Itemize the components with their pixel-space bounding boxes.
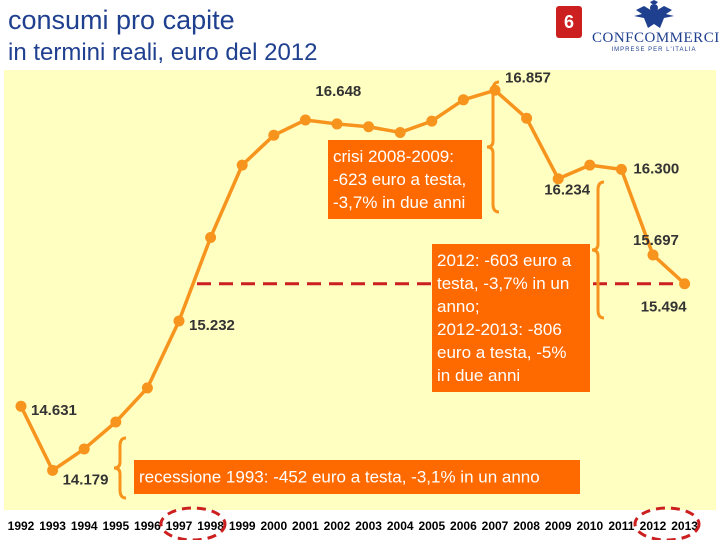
data-point-2006: [457, 94, 469, 106]
data-point-2004: [394, 126, 406, 138]
data-point-1997: [173, 315, 185, 327]
data-point-1998: [205, 231, 217, 243]
eagle-icon: [634, 0, 674, 28]
page-title: consumi pro capite: [8, 5, 235, 35]
page-number-badge: 6: [556, 6, 582, 38]
data-label-2009: 16.234: [544, 182, 591, 199]
data-point-2009: [552, 173, 564, 185]
data-point-1994: [78, 443, 90, 455]
data-label-2001: 16.648: [315, 83, 361, 100]
annotation-recent-box: [432, 244, 590, 392]
x-tick-label-2003: 2003: [355, 519, 382, 533]
x-tick-label-1995: 1995: [102, 519, 129, 533]
annotation-recent-line-3: 2012-2013: -806: [437, 320, 562, 339]
data-point-2012: [647, 249, 659, 261]
x-tick-label-2008: 2008: [513, 519, 540, 533]
x-tick-label-1997: 1997: [166, 519, 193, 533]
logo-wordmark: CONFCOMMERCIO: [592, 30, 720, 46]
x-tick-label-2001: 2001: [292, 519, 319, 533]
annotation-recessione-box: [134, 460, 580, 494]
plot-area: [4, 70, 716, 510]
brace-recessione: [113, 436, 127, 500]
x-tick-label-2012: 2012: [640, 519, 667, 533]
x-tick-label-2011: 2011: [608, 519, 634, 533]
brace-recent: [591, 180, 605, 320]
data-point-2010: [584, 159, 596, 171]
x-tick-label-1992: 1992: [8, 519, 35, 533]
x-tick-label-1998: 1998: [197, 519, 224, 533]
annotation-crisi-line-1: -623 euro a testa,: [333, 170, 466, 189]
x-tick-label-2007: 2007: [482, 519, 509, 533]
x-tick-label-2002: 2002: [324, 519, 351, 533]
page-subtitle: in termini reali, euro del 2012: [8, 39, 318, 66]
data-point-2011: [615, 163, 627, 175]
series-line: [19, 88, 686, 473]
data-label-1997: 15.232: [189, 317, 235, 334]
data-point-2003: [363, 121, 375, 133]
annotation-recent-line-0: 2012: -603 euro a: [437, 251, 572, 270]
confcommercio-logo: CONFCOMMERCIO IMPRESE PER L'ITALIA: [592, 0, 720, 56]
x-tick-label-2005: 2005: [418, 519, 445, 533]
x-tick-label-2009: 2009: [545, 519, 572, 533]
data-label-2007: 16.857: [505, 69, 551, 86]
x-tick-label-2010: 2010: [576, 519, 603, 533]
x-tick-label-2013: 2013: [671, 519, 698, 533]
x-tick-label-2006: 2006: [450, 519, 477, 533]
data-point-2000: [268, 129, 280, 141]
data-label-1993: 14.179: [63, 471, 109, 488]
annotation-recent-line-5: in due anni: [437, 366, 520, 385]
data-point-2001: [299, 114, 311, 126]
data-label-2013: 15.494: [641, 299, 688, 316]
x-tick-label-2004: 2004: [387, 519, 414, 533]
data-point-1995: [110, 416, 122, 428]
data-point-1999: [236, 159, 248, 171]
data-label-2012: 15.697: [633, 232, 679, 249]
data-label-2011: 16.300: [633, 160, 679, 177]
highlight-circle-2012: [633, 506, 701, 540]
data-point-1993: [47, 464, 59, 476]
annotation-crisi-line-0: crisi 2008-2009:: [333, 147, 454, 166]
annotation-recent-line-2: anno;: [437, 297, 480, 316]
data-point-2007: [489, 84, 501, 96]
brace-crisi: [486, 80, 500, 214]
x-tick-label-1999: 1999: [229, 519, 256, 533]
annotation-recessione-line-0: recessione 1993: -452 euro a testa, -3,1…: [139, 467, 540, 486]
data-label-1992: 14.631: [31, 402, 77, 419]
x-tick-label-1994: 1994: [71, 519, 98, 533]
x-tick-label-2000: 2000: [260, 519, 287, 533]
annotation-recent-line-1: testa, -3,7% in un: [437, 274, 569, 293]
logo-tagline: IMPRESE PER L'ITALIA: [611, 47, 697, 53]
data-point-2005: [426, 115, 438, 127]
data-point-2002: [331, 118, 343, 130]
x-tick-label-1993: 1993: [39, 519, 66, 533]
annotation-crisi-box: [328, 140, 482, 219]
data-point-2008: [521, 112, 533, 124]
annotation-crisi-line-2: -3,7% in due anni: [333, 193, 465, 212]
annotation-recent-line-4: euro a testa, -5%: [437, 343, 566, 362]
x-tick-label-1996: 1996: [134, 519, 161, 533]
data-point-1996: [141, 382, 153, 394]
highlight-circle-1997: [159, 506, 227, 540]
data-point-1992: [15, 400, 27, 412]
data-point-2013: [679, 278, 691, 290]
